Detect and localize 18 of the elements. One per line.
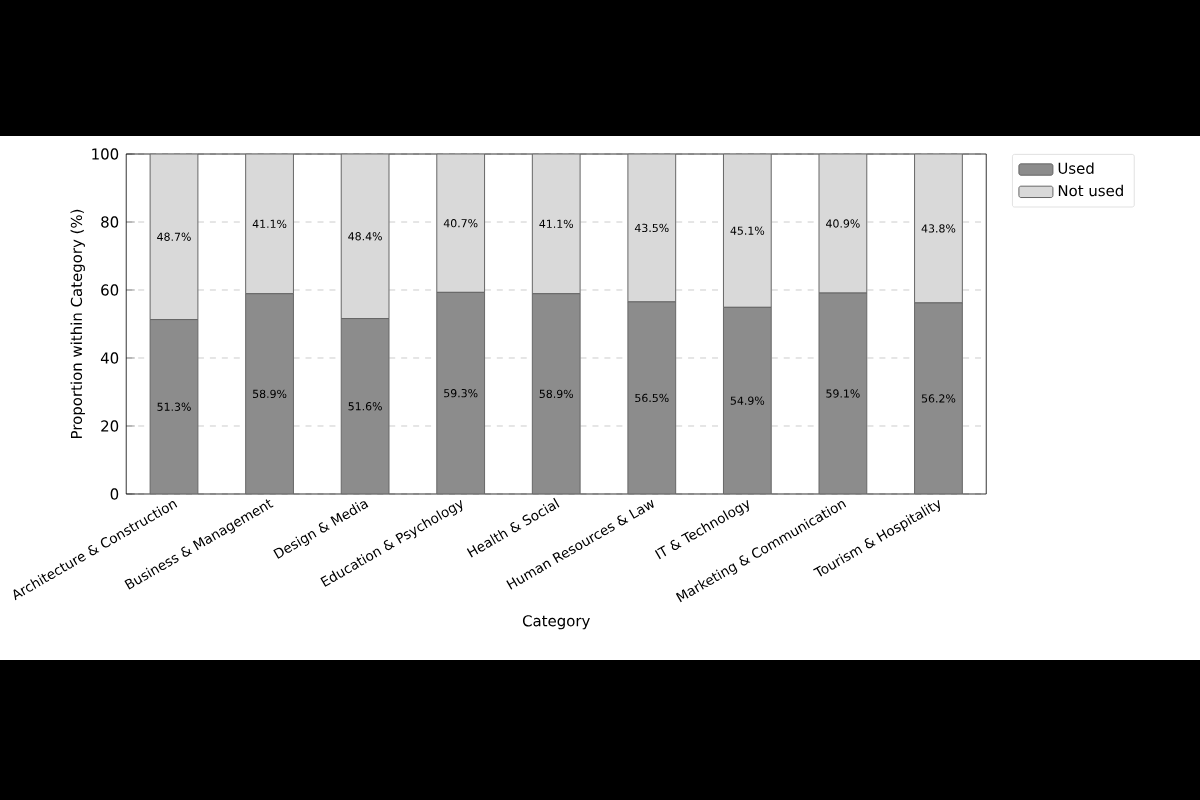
bar: [818, 154, 868, 294]
bar: [436, 154, 486, 293]
bar: [914, 302, 963, 494]
bar: [340, 318, 390, 494]
bar: [245, 154, 294, 295]
bar: [531, 154, 581, 295]
bar: [914, 154, 963, 304]
bar: [340, 154, 390, 320]
bar: [722, 154, 772, 308]
bar: [436, 291, 486, 494]
bar: [818, 292, 868, 494]
bar: [245, 293, 294, 494]
bar: [531, 293, 581, 494]
bar: [627, 154, 677, 303]
bar: [149, 154, 199, 321]
bar: [722, 306, 772, 494]
bar: [149, 319, 199, 494]
bar: [627, 301, 677, 494]
